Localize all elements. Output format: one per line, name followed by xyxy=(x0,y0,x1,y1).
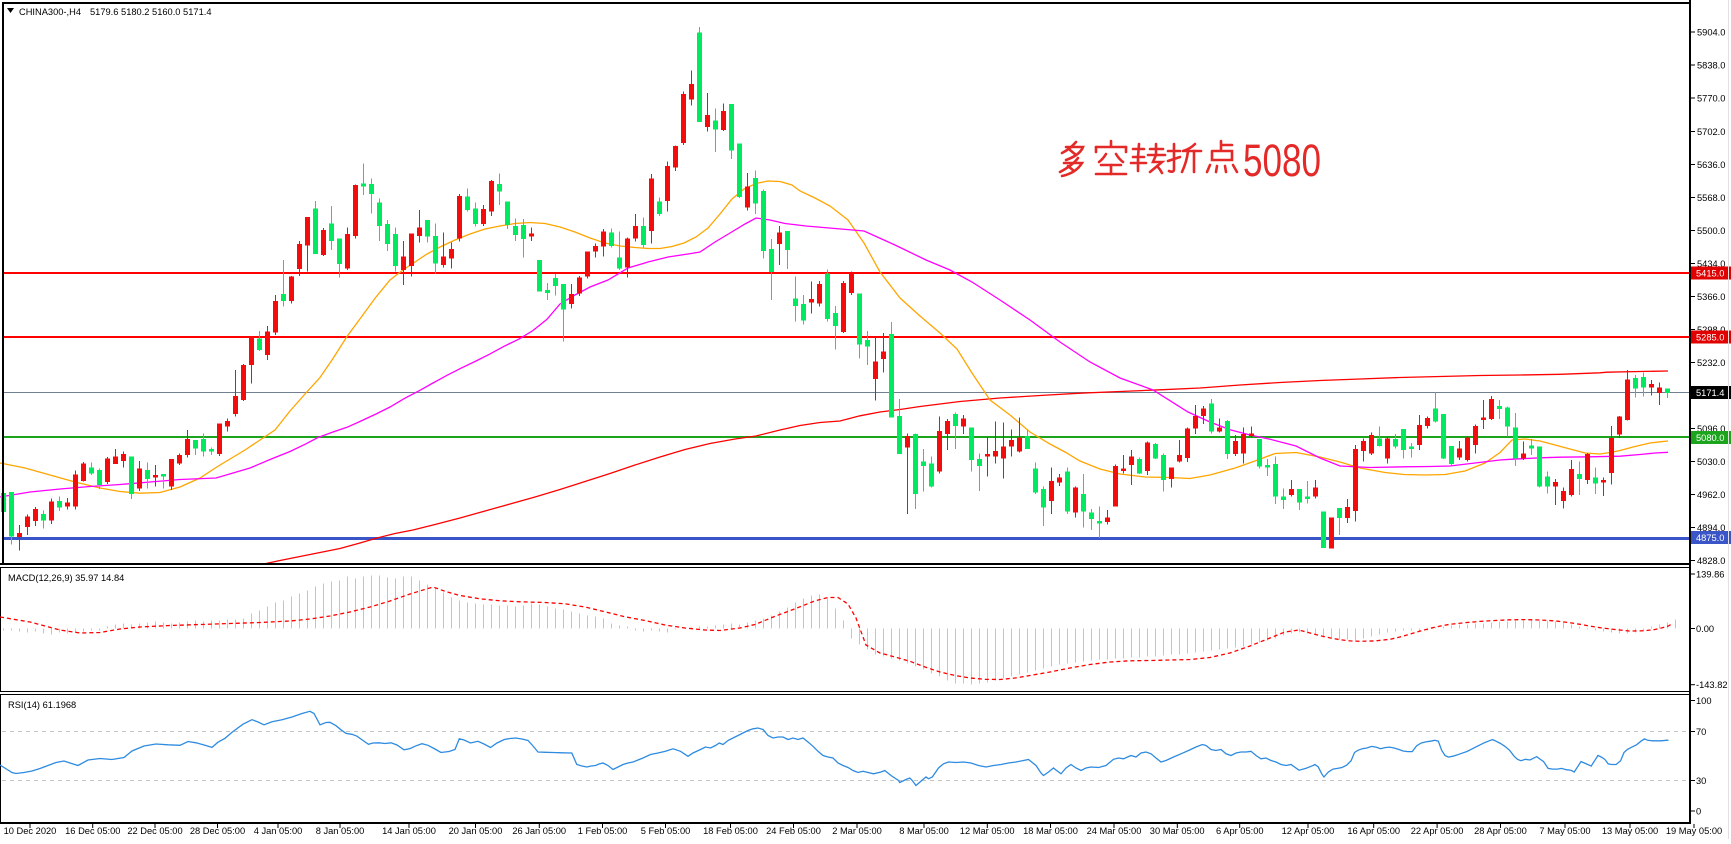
svg-text:24 Mar 05:00: 24 Mar 05:00 xyxy=(1087,826,1142,836)
svg-text:5500.0: 5500.0 xyxy=(1697,226,1725,236)
svg-text:12 Mar 05:00: 12 Mar 05:00 xyxy=(960,826,1015,836)
svg-text:70: 70 xyxy=(1696,727,1706,737)
svg-text:0.00: 0.00 xyxy=(1696,624,1714,634)
svg-text:5636.0: 5636.0 xyxy=(1697,160,1725,170)
svg-text:5096.0: 5096.0 xyxy=(1697,424,1725,434)
svg-text:8 Mar 05:00: 8 Mar 05:00 xyxy=(899,826,949,836)
svg-text:-143.82: -143.82 xyxy=(1696,680,1728,690)
svg-text:7 May 05:00: 7 May 05:00 xyxy=(1539,826,1590,836)
svg-text:5171.4: 5171.4 xyxy=(1696,388,1724,398)
svg-text:4 Jan 05:00: 4 Jan 05:00 xyxy=(254,826,303,836)
svg-text:4894.0: 4894.0 xyxy=(1697,523,1725,533)
svg-text:30: 30 xyxy=(1696,776,1706,786)
svg-text:13 May 05:00: 13 May 05:00 xyxy=(1602,826,1658,836)
svg-text:18 Feb 05:00: 18 Feb 05:00 xyxy=(703,826,758,836)
svg-text:5366.0: 5366.0 xyxy=(1697,292,1725,302)
svg-text:5298.0: 5298.0 xyxy=(1697,325,1725,335)
svg-text:5568.0: 5568.0 xyxy=(1697,193,1725,203)
svg-text:4962.0: 4962.0 xyxy=(1697,490,1725,500)
svg-text:MACD(12,26,9) 35.97 14.84: MACD(12,26,9) 35.97 14.84 xyxy=(8,573,124,583)
svg-text:5434.0: 5434.0 xyxy=(1697,259,1725,269)
svg-text:22 Apr 05:00: 22 Apr 05:00 xyxy=(1411,826,1464,836)
svg-text:14 Jan 05:00: 14 Jan 05:00 xyxy=(382,826,436,836)
svg-text:28 Dec 05:00: 28 Dec 05:00 xyxy=(190,826,245,836)
svg-text:10 Dec 2020: 10 Dec 2020 xyxy=(4,826,57,836)
svg-text:4875.0: 4875.0 xyxy=(1696,533,1724,543)
svg-text:8 Jan 05:00: 8 Jan 05:00 xyxy=(316,826,365,836)
svg-text:139.86: 139.86 xyxy=(1696,570,1724,580)
svg-text:5080.0: 5080.0 xyxy=(1696,433,1724,443)
svg-text:26 Jan 05:00: 26 Jan 05:00 xyxy=(512,826,566,836)
svg-text:5 Feb 05:00: 5 Feb 05:00 xyxy=(641,826,691,836)
svg-text:12 Apr 05:00: 12 Apr 05:00 xyxy=(1282,826,1335,836)
svg-text:2 Mar 05:00: 2 Mar 05:00 xyxy=(832,826,882,836)
svg-text:5415.0: 5415.0 xyxy=(1696,269,1724,279)
svg-text:18 Mar 05:00: 18 Mar 05:00 xyxy=(1023,826,1078,836)
svg-text:6 Apr 05:00: 6 Apr 05:00 xyxy=(1216,826,1264,836)
svg-text:5285.0: 5285.0 xyxy=(1696,333,1724,343)
svg-text:5770.0: 5770.0 xyxy=(1697,94,1725,104)
svg-text:20 Jan 05:00: 20 Jan 05:00 xyxy=(449,826,503,836)
svg-text:5030.0: 5030.0 xyxy=(1697,457,1725,467)
svg-text:5838.0: 5838.0 xyxy=(1697,61,1725,71)
svg-text:16 Apr 05:00: 16 Apr 05:00 xyxy=(1347,826,1400,836)
svg-text:1 Feb 05:00: 1 Feb 05:00 xyxy=(578,826,628,836)
svg-text:5904.0: 5904.0 xyxy=(1697,28,1725,38)
svg-text:19 May 05:00: 19 May 05:00 xyxy=(1666,826,1722,836)
svg-text:28 Apr 05:00: 28 Apr 05:00 xyxy=(1474,826,1527,836)
svg-text:16 Dec 05:00: 16 Dec 05:00 xyxy=(65,826,120,836)
svg-text:4828.0: 4828.0 xyxy=(1697,556,1725,566)
svg-text:24 Feb 05:00: 24 Feb 05:00 xyxy=(766,826,821,836)
svg-text:5702.0: 5702.0 xyxy=(1697,127,1725,137)
svg-text:30 Mar 05:00: 30 Mar 05:00 xyxy=(1150,826,1205,836)
svg-text:CHINA300-,H4: CHINA300-,H4 xyxy=(19,7,81,17)
svg-text:22 Dec 05:00: 22 Dec 05:00 xyxy=(127,826,182,836)
svg-text:0: 0 xyxy=(1696,807,1701,817)
svg-text:5179.6 5180.2 5160.0 5171.4: 5179.6 5180.2 5160.0 5171.4 xyxy=(90,7,212,17)
svg-text:100: 100 xyxy=(1696,696,1712,706)
svg-text:RSI(14) 61.1968: RSI(14) 61.1968 xyxy=(8,700,76,710)
svg-text:5080: 5080 xyxy=(1243,135,1321,186)
svg-text:5232.0: 5232.0 xyxy=(1697,358,1725,368)
